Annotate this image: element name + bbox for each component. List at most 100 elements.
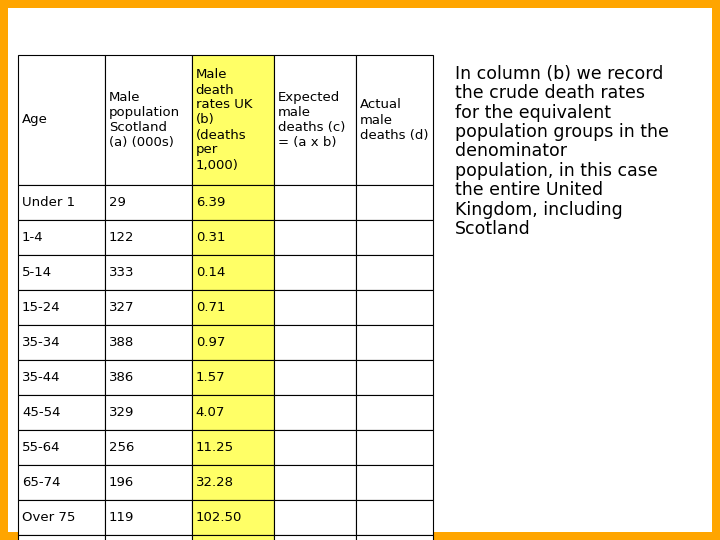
- Bar: [18, 55, 105, 185]
- Text: Age: Age: [22, 113, 48, 126]
- Text: for the equivalent: for the equivalent: [455, 104, 611, 122]
- Text: Under 1: Under 1: [22, 196, 75, 209]
- Bar: [105, 255, 192, 290]
- Bar: [274, 185, 356, 220]
- Bar: [192, 325, 274, 360]
- Text: Over 75: Over 75: [22, 511, 76, 524]
- Bar: [105, 220, 192, 255]
- Text: Kingdom, including: Kingdom, including: [455, 201, 623, 219]
- Bar: [192, 500, 274, 535]
- Text: 333: 333: [109, 266, 135, 279]
- Text: 4.07: 4.07: [196, 406, 225, 419]
- Bar: [18, 290, 105, 325]
- Bar: [274, 500, 356, 535]
- Text: population groups in the: population groups in the: [455, 123, 669, 141]
- Bar: [18, 220, 105, 255]
- Bar: [356, 220, 433, 255]
- Text: 1.57: 1.57: [196, 371, 225, 384]
- Bar: [105, 430, 192, 465]
- Bar: [105, 360, 192, 395]
- Bar: [356, 500, 433, 535]
- Text: 11.25: 11.25: [196, 441, 234, 454]
- Text: 388: 388: [109, 336, 134, 349]
- Bar: [105, 535, 192, 540]
- Text: 0.71: 0.71: [196, 301, 225, 314]
- Bar: [105, 395, 192, 430]
- Bar: [356, 535, 433, 540]
- Bar: [356, 360, 433, 395]
- Bar: [356, 465, 433, 500]
- Text: 6.39: 6.39: [196, 196, 225, 209]
- Bar: [274, 290, 356, 325]
- Bar: [18, 395, 105, 430]
- Bar: [192, 395, 274, 430]
- Bar: [356, 395, 433, 430]
- Bar: [105, 325, 192, 360]
- Bar: [105, 185, 192, 220]
- Bar: [105, 465, 192, 500]
- Text: Expected
male
deaths (c)
= (a x b): Expected male deaths (c) = (a x b): [278, 91, 345, 149]
- Bar: [274, 255, 356, 290]
- Text: 15-24: 15-24: [22, 301, 60, 314]
- Text: 5-14: 5-14: [22, 266, 52, 279]
- Bar: [274, 430, 356, 465]
- Bar: [274, 395, 356, 430]
- Bar: [192, 535, 274, 540]
- Bar: [274, 220, 356, 255]
- Text: 196: 196: [109, 476, 134, 489]
- Bar: [18, 255, 105, 290]
- Text: 29: 29: [109, 196, 126, 209]
- Text: 327: 327: [109, 301, 135, 314]
- Bar: [192, 255, 274, 290]
- Text: 0.97: 0.97: [196, 336, 225, 349]
- Bar: [192, 220, 274, 255]
- Bar: [356, 55, 433, 185]
- Bar: [356, 430, 433, 465]
- Text: 329: 329: [109, 406, 134, 419]
- Bar: [274, 465, 356, 500]
- Text: 386: 386: [109, 371, 134, 384]
- Text: Male
death
rates UK
(b)
(deaths
per
1,000): Male death rates UK (b) (deaths per 1,00…: [196, 69, 252, 172]
- Bar: [192, 360, 274, 395]
- Bar: [105, 290, 192, 325]
- Bar: [192, 430, 274, 465]
- Text: 119: 119: [109, 511, 134, 524]
- Bar: [18, 325, 105, 360]
- Bar: [356, 325, 433, 360]
- Bar: [18, 360, 105, 395]
- Bar: [18, 430, 105, 465]
- Text: In column (b) we record: In column (b) we record: [455, 65, 663, 83]
- Text: Scotland: Scotland: [455, 220, 531, 238]
- Text: 32.28: 32.28: [196, 476, 234, 489]
- Text: 0.14: 0.14: [196, 266, 225, 279]
- Text: Actual
male
deaths (d): Actual male deaths (d): [360, 98, 428, 141]
- Bar: [18, 535, 105, 540]
- Text: 102.50: 102.50: [196, 511, 242, 524]
- Text: 55-64: 55-64: [22, 441, 60, 454]
- Bar: [18, 500, 105, 535]
- Bar: [105, 500, 192, 535]
- Text: the crude death rates: the crude death rates: [455, 84, 645, 103]
- Bar: [274, 325, 356, 360]
- Bar: [18, 465, 105, 500]
- Bar: [356, 185, 433, 220]
- Bar: [192, 55, 274, 185]
- Bar: [192, 290, 274, 325]
- Text: 0.31: 0.31: [196, 231, 225, 244]
- Bar: [192, 465, 274, 500]
- Bar: [356, 290, 433, 325]
- Bar: [274, 535, 356, 540]
- Bar: [274, 360, 356, 395]
- Bar: [192, 185, 274, 220]
- Text: 122: 122: [109, 231, 135, 244]
- Text: 35-44: 35-44: [22, 371, 60, 384]
- Text: population, in this case: population, in this case: [455, 162, 658, 180]
- Text: denominator: denominator: [455, 143, 567, 160]
- Bar: [356, 255, 433, 290]
- Text: 65-74: 65-74: [22, 476, 60, 489]
- Text: 256: 256: [109, 441, 134, 454]
- Text: Male
population
Scotland
(a) (000s): Male population Scotland (a) (000s): [109, 91, 180, 149]
- Bar: [18, 185, 105, 220]
- Text: the entire United: the entire United: [455, 181, 603, 199]
- Bar: [105, 55, 192, 185]
